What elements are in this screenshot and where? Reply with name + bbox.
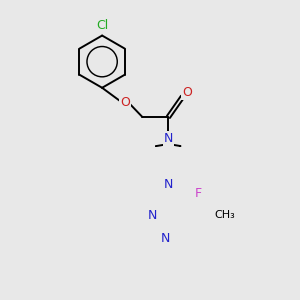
Text: N: N xyxy=(148,209,157,222)
Text: N: N xyxy=(164,131,173,145)
Text: Cl: Cl xyxy=(96,19,108,32)
Text: O: O xyxy=(120,96,130,110)
Text: N: N xyxy=(164,178,173,191)
Text: CH₃: CH₃ xyxy=(214,210,235,220)
Text: N: N xyxy=(161,232,170,245)
Text: O: O xyxy=(182,86,192,99)
Text: F: F xyxy=(195,187,202,200)
